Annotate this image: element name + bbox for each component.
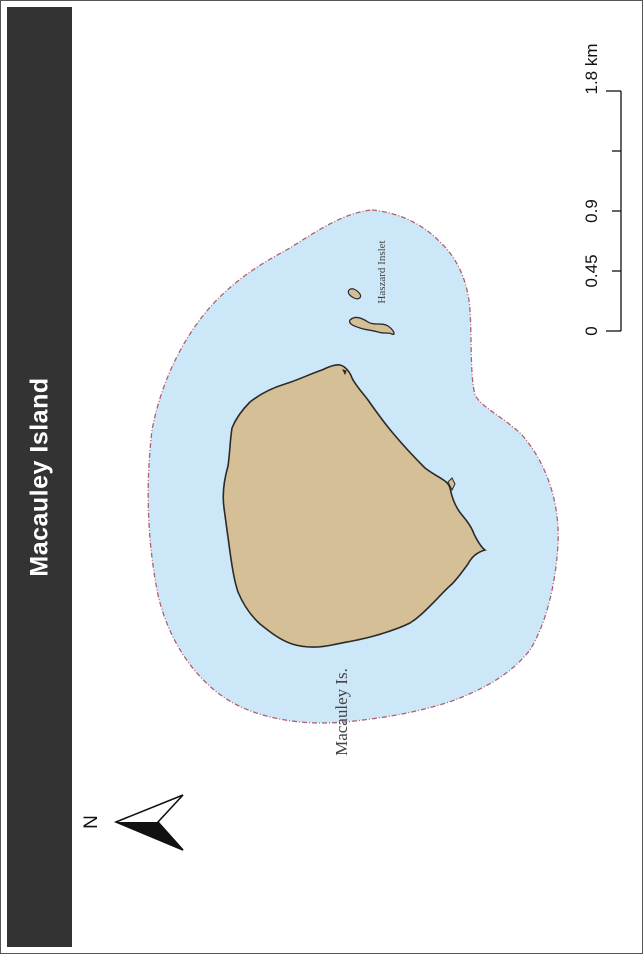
- scale-tick-label: 0: [582, 326, 601, 335]
- north-arrow: N: [81, 794, 184, 851]
- main-island-rock: [342, 369, 347, 376]
- main-island-spit: [447, 477, 456, 492]
- scale-tick-label: 0.45: [582, 254, 601, 287]
- title-bar: [7, 7, 72, 947]
- scale-tick-label: 1.8 km: [582, 43, 601, 94]
- scale-bar: 0 0.45 0.9 1.8 km: [582, 43, 622, 336]
- scale-tick-label: 0.9: [582, 199, 601, 223]
- haszard-islet-small: [347, 288, 362, 300]
- main-island-label: Macauley Is.: [332, 668, 351, 756]
- islet-label: Haszard Inslet: [376, 240, 388, 303]
- north-arrow-label: N: [81, 815, 102, 829]
- main-island: [222, 363, 487, 648]
- haszard-islet-large: [348, 316, 395, 336]
